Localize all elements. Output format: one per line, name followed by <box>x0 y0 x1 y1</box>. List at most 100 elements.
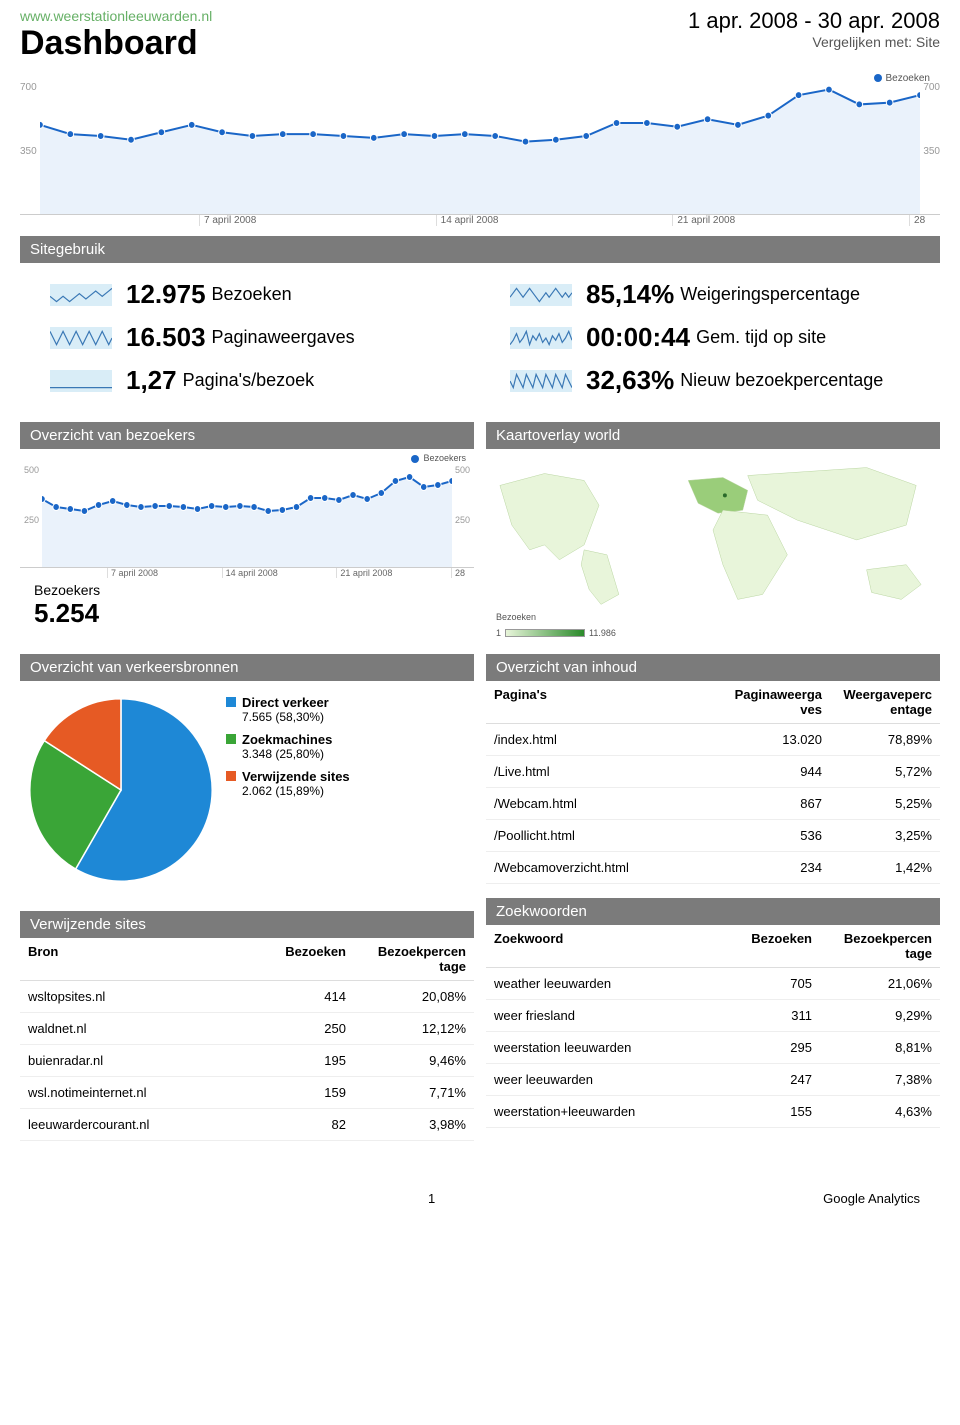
cell: 3,98% <box>354 1109 474 1141</box>
cell: 250 <box>264 1013 354 1045</box>
cell: 867 <box>720 788 830 820</box>
cell: 7,38% <box>820 1064 940 1096</box>
cell: 5,72% <box>830 756 940 788</box>
col-header: Pagina's <box>486 681 720 724</box>
cell: 7,71% <box>354 1077 474 1109</box>
page-footer: 1 Google Analytics <box>20 1141 940 1216</box>
y-tick: 250 <box>24 515 39 525</box>
map-scale-label: Bezoeken <box>496 612 536 622</box>
cell: leeuwardercourant.nl <box>20 1109 264 1141</box>
metric: 1,27Pagina's/bezoek <box>20 359 480 402</box>
date-range: 1 apr. 2008 - 30 apr. 2008 <box>688 8 940 34</box>
col-header: Bezoeken <box>264 938 354 981</box>
x-tick: 14 april 2008 <box>437 215 674 226</box>
legend-swatch-icon <box>226 734 236 744</box>
cell: 536 <box>720 820 830 852</box>
col-header: Paginaweergaves <box>720 681 830 724</box>
chart-legend: Bezoeken <box>20 73 940 84</box>
col-header: Bezoekpercentage <box>820 925 940 968</box>
y-tick: 500 <box>24 465 39 475</box>
col-header: Weergavepercentage <box>830 681 940 724</box>
table-row: weer leeuwarden2477,38% <box>486 1064 940 1096</box>
section-inhoud: Overzicht van inhoud <box>486 654 940 681</box>
metric-value: 1,27 <box>126 365 177 396</box>
cell: 414 <box>264 981 354 1013</box>
metric: 00:00:44 Gem. tijd op site <box>480 316 940 359</box>
gradient-icon <box>505 629 585 637</box>
cell: /Live.html <box>486 756 720 788</box>
col-header: Bezoeken <box>730 925 820 968</box>
cell: 944 <box>720 756 830 788</box>
metric-label: Gem. tijd op site <box>696 327 826 348</box>
cell: weer friesland <box>486 1000 730 1032</box>
cell: 12,12% <box>354 1013 474 1045</box>
cell: /Webcam.html <box>486 788 720 820</box>
map-scale-min: 1 <box>496 628 501 638</box>
mini-legend: Bezoekers <box>20 449 474 463</box>
table-verwijzende: Bron Bezoeken Bezoekpercentage wsltopsit… <box>20 938 474 1141</box>
y-tick: 700 <box>20 82 37 93</box>
pie-legend-item: Verwijzende sites2.062 (15,89%) <box>226 769 350 798</box>
table-row: /Webcamoverzicht.html2341,42% <box>486 852 940 884</box>
section-map: Kaartoverlay world <box>486 422 940 449</box>
sparkline-icon <box>510 327 572 349</box>
cell: /Poollicht.html <box>486 820 720 852</box>
cell: 78,89% <box>830 724 940 756</box>
cell: wsltopsites.nl <box>20 981 264 1013</box>
x-tick: 7 april 2008 <box>108 568 223 578</box>
cell: 8,81% <box>820 1032 940 1064</box>
cell: weer leeuwarden <box>486 1064 730 1096</box>
table-row: weerstation+leeuwarden1554,63% <box>486 1096 940 1128</box>
x-tick: 21 april 2008 <box>673 215 910 226</box>
cell: 13.020 <box>720 724 830 756</box>
cell: 21,06% <box>820 968 940 1000</box>
table-zoekwoorden: Zoekwoord Bezoeken Bezoekpercentage weat… <box>486 925 940 1128</box>
world-map <box>490 455 936 610</box>
chart-x-axis: 7 april 2008 14 april 2008 21 april 2008… <box>20 214 940 226</box>
cell: 247 <box>730 1064 820 1096</box>
main-chart: Bezoeken 700 700 350 350 7 april 2008 14… <box>20 73 940 226</box>
cell: 20,08% <box>354 981 474 1013</box>
pie-legend: Direct verkeer7.565 (58,30%)Zoekmachines… <box>226 695 350 885</box>
x-tick: 14 april 2008 <box>223 568 338 578</box>
map-scale-bar: 1 11.986 <box>486 628 940 644</box>
sparkline-icon <box>510 370 572 392</box>
cell: 9,46% <box>354 1045 474 1077</box>
metric: 85,14%Weigeringspercentage <box>480 273 940 316</box>
page-number: 1 <box>428 1191 435 1206</box>
section-sitegebruik: Sitegebruik <box>20 236 940 263</box>
table-row: wsl.notimeinternet.nl1597,71% <box>20 1077 474 1109</box>
pie-chart <box>26 695 216 885</box>
cell: weather leeuwarden <box>486 968 730 1000</box>
cell: /index.html <box>486 724 720 756</box>
metric-value: 32,63% <box>586 365 674 396</box>
y-tick: 500 <box>455 465 470 475</box>
table-row: waldnet.nl25012,12% <box>20 1013 474 1045</box>
table-row: /Poollicht.html5363,25% <box>486 820 940 852</box>
metric-label: Weigeringspercentage <box>680 284 860 305</box>
col-header: Zoekwoord <box>486 925 730 968</box>
cell: wsl.notimeinternet.nl <box>20 1077 264 1109</box>
cell: weerstation leeuwarden <box>486 1032 730 1064</box>
cell: 1,42% <box>830 852 940 884</box>
metric-value: 00:00:44 <box>586 322 690 353</box>
metric: 32,63%Nieuw bezoekpercentage <box>480 359 940 402</box>
sparkline-icon <box>510 284 572 306</box>
cell: 195 <box>264 1045 354 1077</box>
cell: 705 <box>730 968 820 1000</box>
y-tick: 250 <box>455 515 470 525</box>
page-title: Dashboard <box>20 24 212 63</box>
metric: 16.503Paginaweergaves <box>20 316 480 359</box>
cell: 5,25% <box>830 788 940 820</box>
x-tick: 21 april 2008 <box>337 568 452 578</box>
metric: 12.975Bezoeken <box>20 273 480 316</box>
table-row: wsltopsites.nl41420,08% <box>20 981 474 1013</box>
map-scale-max: 11.986 <box>589 628 616 638</box>
legend-label: Bezoekers <box>423 453 466 463</box>
cell: buienradar.nl <box>20 1045 264 1077</box>
sparkline-icon <box>50 284 112 306</box>
map-scale: Bezoeken <box>486 612 940 628</box>
site-url: www.weerstationleeuwarden.nl <box>20 8 212 24</box>
cell: 9,29% <box>820 1000 940 1032</box>
legend-dot-icon <box>411 455 419 463</box>
